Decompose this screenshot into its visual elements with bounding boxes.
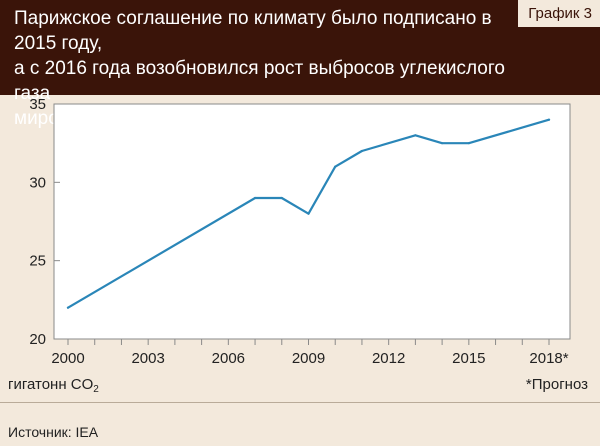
data-point	[307, 212, 310, 215]
y-tick-label: 20	[29, 331, 46, 348]
y-tick-label: 25	[29, 253, 46, 270]
data-point	[66, 306, 70, 309]
x-tick-label: 2009	[292, 350, 325, 367]
x-axis: 2000 2003 2006 2009 2012 2015 2018*	[51, 339, 569, 367]
title-line-2: а с 2016 года возобновился рост выбросов…	[14, 58, 505, 104]
title-line-1: Парижское соглашение по климату было под…	[14, 8, 492, 54]
header-banner: Парижское соглашение по климату было под…	[0, 0, 600, 129]
data-point	[414, 134, 417, 137]
series-group	[66, 118, 551, 309]
source-note: Источник: IEA	[8, 424, 99, 440]
y-axis-unit-label: гигатонн CO2	[8, 376, 99, 395]
x-tick-label: 2003	[131, 350, 164, 367]
chart-title: Парижское соглашение по климату было под…	[14, 6, 534, 131]
data-point	[253, 196, 257, 200]
y-axis: 20 25 30 35	[29, 96, 60, 348]
chart-number-badge: График 3	[518, 0, 600, 27]
y-tick-label: 35	[29, 96, 46, 113]
data-point	[467, 142, 470, 145]
data-point	[280, 196, 283, 200]
x-tick-label: 2000	[51, 350, 84, 367]
line-chart: 20 25 30 35 2000 2003 2006 2009 2012 2015 2018*	[29, 96, 571, 367]
data-point	[441, 142, 444, 145]
plot-area	[53, 103, 571, 340]
footer-divider	[0, 402, 600, 403]
data-point	[360, 149, 364, 153]
x-tick-label: 2012	[372, 350, 405, 367]
y-tick-label: 30	[29, 174, 46, 191]
x-tick-label: 2015	[452, 350, 485, 367]
forecast-note: *Прогноз	[525, 376, 588, 393]
data-point	[334, 165, 337, 168]
x-tick-label: 2018*	[529, 350, 568, 367]
unit-text: гигатонн CO	[8, 376, 94, 393]
data-point	[547, 118, 551, 121]
unit-subscript: 2	[93, 384, 99, 395]
x-tick-label: 2006	[212, 350, 245, 367]
series-line	[66, 118, 551, 309]
